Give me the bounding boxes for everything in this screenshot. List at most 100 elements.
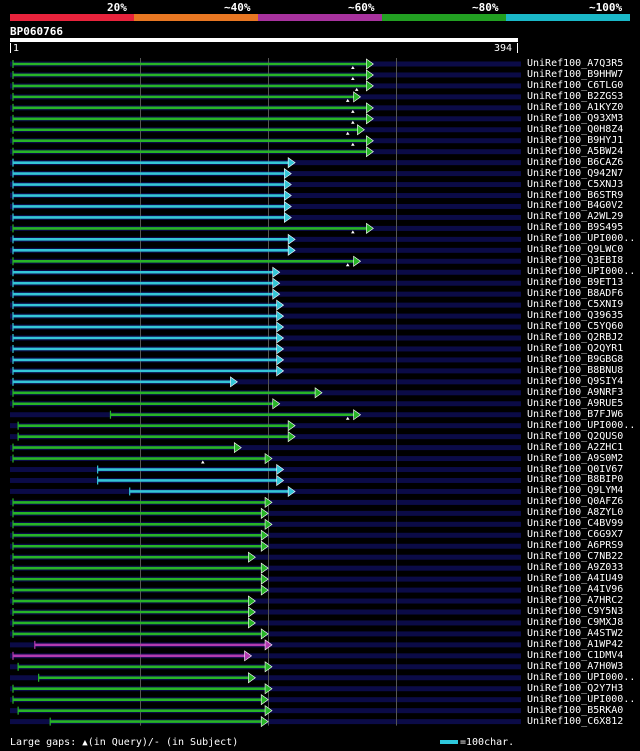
hit-row[interactable] xyxy=(12,332,285,344)
hit-label[interactable]: UniRef100_B6STR9 xyxy=(527,189,624,201)
hit-row[interactable] xyxy=(12,584,269,596)
hit-row[interactable] xyxy=(12,233,296,245)
hit-row[interactable] xyxy=(12,266,281,278)
hit-row[interactable] xyxy=(12,398,281,410)
hit-label[interactable]: UniRef100_A4IU49 xyxy=(527,573,624,585)
hit-row[interactable] xyxy=(12,387,323,399)
hit-row[interactable] xyxy=(12,529,269,541)
hit-label[interactable]: UniRef100_C7NB22 xyxy=(527,551,624,563)
hit-row[interactable] xyxy=(12,376,238,388)
hit-row[interactable] xyxy=(12,299,285,311)
hit-label[interactable]: UniRef100_Q0IV67 xyxy=(527,463,624,475)
hit-label[interactable]: UniRef100_Q9LWC0 xyxy=(527,244,624,256)
hit-row[interactable] xyxy=(12,354,285,366)
hit-row[interactable] xyxy=(12,288,281,300)
hit-label[interactable]: UniRef100_B8BIP0 xyxy=(527,474,624,486)
hit-label[interactable]: UniRef100_B9S495 xyxy=(527,222,624,234)
hit-label[interactable]: UniRef100_Q39635 xyxy=(527,310,624,322)
hit-row[interactable] xyxy=(12,507,269,519)
hit-row[interactable] xyxy=(17,705,273,717)
hit-label[interactable]: UniRef100_A1WP42 xyxy=(527,638,624,650)
hit-row[interactable] xyxy=(12,124,365,136)
hit-label[interactable]: UniRef100_A6PRS9 xyxy=(527,540,624,552)
hit-row[interactable] xyxy=(12,178,292,191)
hit-row[interactable] xyxy=(12,650,253,662)
hit-row[interactable] xyxy=(12,365,285,377)
hit-row[interactable] xyxy=(12,573,269,585)
hit-row[interactable] xyxy=(12,617,256,629)
hit-label[interactable]: UniRef100_A9Z033 xyxy=(527,562,624,574)
hit-label[interactable]: UniRef100_Q9LYM4 xyxy=(527,485,624,497)
hit-row[interactable] xyxy=(12,628,269,640)
hit-label[interactable]: UniRef100_Q0H8Z4 xyxy=(527,123,624,135)
hit-label[interactable]: UniRef100_B8ADF6 xyxy=(527,288,624,300)
hit-row[interactable] xyxy=(12,540,269,552)
hit-row[interactable] xyxy=(12,277,281,289)
hit-row[interactable] xyxy=(12,200,292,213)
hit-row[interactable] xyxy=(17,431,296,443)
hit-label[interactable]: UniRef100_Q9SIY4 xyxy=(527,375,624,387)
hit-label[interactable]: UniRef100_A2WL29 xyxy=(527,211,624,223)
hit-row[interactable] xyxy=(12,189,292,202)
hit-label[interactable]: UniRef100_Q3EBI8 xyxy=(527,255,624,267)
hit-row[interactable] xyxy=(49,716,269,728)
hit-label[interactable]: UniRef100_A4IV96 xyxy=(527,584,624,596)
hit-label[interactable]: UniRef100_C9MXJ8 xyxy=(527,616,624,628)
hit-label[interactable]: UniRef100_A7H0W3 xyxy=(527,660,624,672)
hit-label[interactable]: UniRef100_Q2RBJ2 xyxy=(527,332,624,343)
hit-row[interactable] xyxy=(12,146,374,158)
hit-label[interactable]: UniRef100_A9RUE5 xyxy=(527,397,624,409)
hit-label[interactable]: UniRef100_A7Q3R5 xyxy=(527,58,624,69)
hit-row[interactable] xyxy=(129,485,296,498)
hit-row[interactable] xyxy=(12,551,256,563)
hit-label[interactable]: UniRef100_C1DMV4 xyxy=(527,649,624,661)
hit-row[interactable] xyxy=(17,420,296,432)
hit-label[interactable]: UniRef100_A8ZYL0 xyxy=(527,507,624,519)
hit-label[interactable]: UniRef100_B4G0V2 xyxy=(527,200,624,212)
hit-label[interactable]: UniRef100_Q942N7 xyxy=(527,167,624,179)
hit-label[interactable]: UniRef100_B9HHW7 xyxy=(527,68,624,80)
hit-row[interactable] xyxy=(12,310,285,322)
hit-row[interactable] xyxy=(109,409,362,421)
hit-row[interactable] xyxy=(12,343,285,355)
hit-label[interactable]: UniRef100_B9HYJ1 xyxy=(527,134,624,146)
hit-label[interactable]: UniRef100_UPI000.. xyxy=(527,419,636,431)
hit-row[interactable] xyxy=(12,244,296,256)
hit-row[interactable] xyxy=(12,113,374,125)
hit-label[interactable]: UniRef100_A5BW24 xyxy=(527,145,624,157)
hit-row[interactable] xyxy=(12,452,273,465)
hit-label[interactable]: UniRef100_B9GBG8 xyxy=(527,353,624,365)
hit-label[interactable]: UniRef100_A1KYZ0 xyxy=(527,101,624,113)
hit-row[interactable] xyxy=(12,562,269,574)
hit-row[interactable] xyxy=(38,672,256,684)
hit-label[interactable]: UniRef100_C6G9X7 xyxy=(527,529,624,541)
hit-row[interactable] xyxy=(12,80,374,92)
hit-row[interactable] xyxy=(12,694,269,706)
hit-row[interactable] xyxy=(12,496,273,508)
hit-label[interactable]: UniRef100_UPI000.. xyxy=(527,693,636,705)
hit-label[interactable]: UniRef100_B6CAZ6 xyxy=(527,156,624,168)
hit-label[interactable]: UniRef100_UPI000.. xyxy=(527,671,636,683)
hit-label[interactable]: UniRef100_B2ZGS3 xyxy=(527,90,624,102)
hit-label[interactable]: UniRef100_C5XNI9 xyxy=(527,299,624,311)
hit-label[interactable]: UniRef100_A9S0M2 xyxy=(527,452,624,464)
hit-row[interactable] xyxy=(97,474,285,487)
hit-row[interactable] xyxy=(12,606,256,618)
hit-label[interactable]: UniRef100_C6X812 xyxy=(527,715,624,727)
hit-label[interactable]: UniRef100_C6TLG0 xyxy=(527,79,624,91)
hit-label[interactable]: UniRef100_Q2QUS0 xyxy=(527,430,624,442)
hit-row[interactable] xyxy=(12,321,285,333)
hit-row[interactable] xyxy=(12,442,242,454)
hit-label[interactable]: UniRef100_B8BNU8 xyxy=(527,364,624,376)
hit-label[interactable]: UniRef100_A7HRC2 xyxy=(527,595,624,607)
hit-label[interactable]: UniRef100_C4BV99 xyxy=(527,518,624,530)
hit-label[interactable]: UniRef100_Q0AFZ6 xyxy=(527,496,624,508)
hit-label[interactable]: UniRef100_UPI000.. xyxy=(527,233,636,245)
hit-row[interactable] xyxy=(12,69,374,81)
hit-label[interactable]: UniRef100_A4STW2 xyxy=(527,627,624,639)
hit-label[interactable]: UniRef100_Q93XM3 xyxy=(527,112,624,124)
hit-row[interactable] xyxy=(12,102,374,114)
hit-row[interactable] xyxy=(12,157,296,169)
hit-row[interactable] xyxy=(12,518,273,530)
hit-row[interactable] xyxy=(12,211,292,224)
